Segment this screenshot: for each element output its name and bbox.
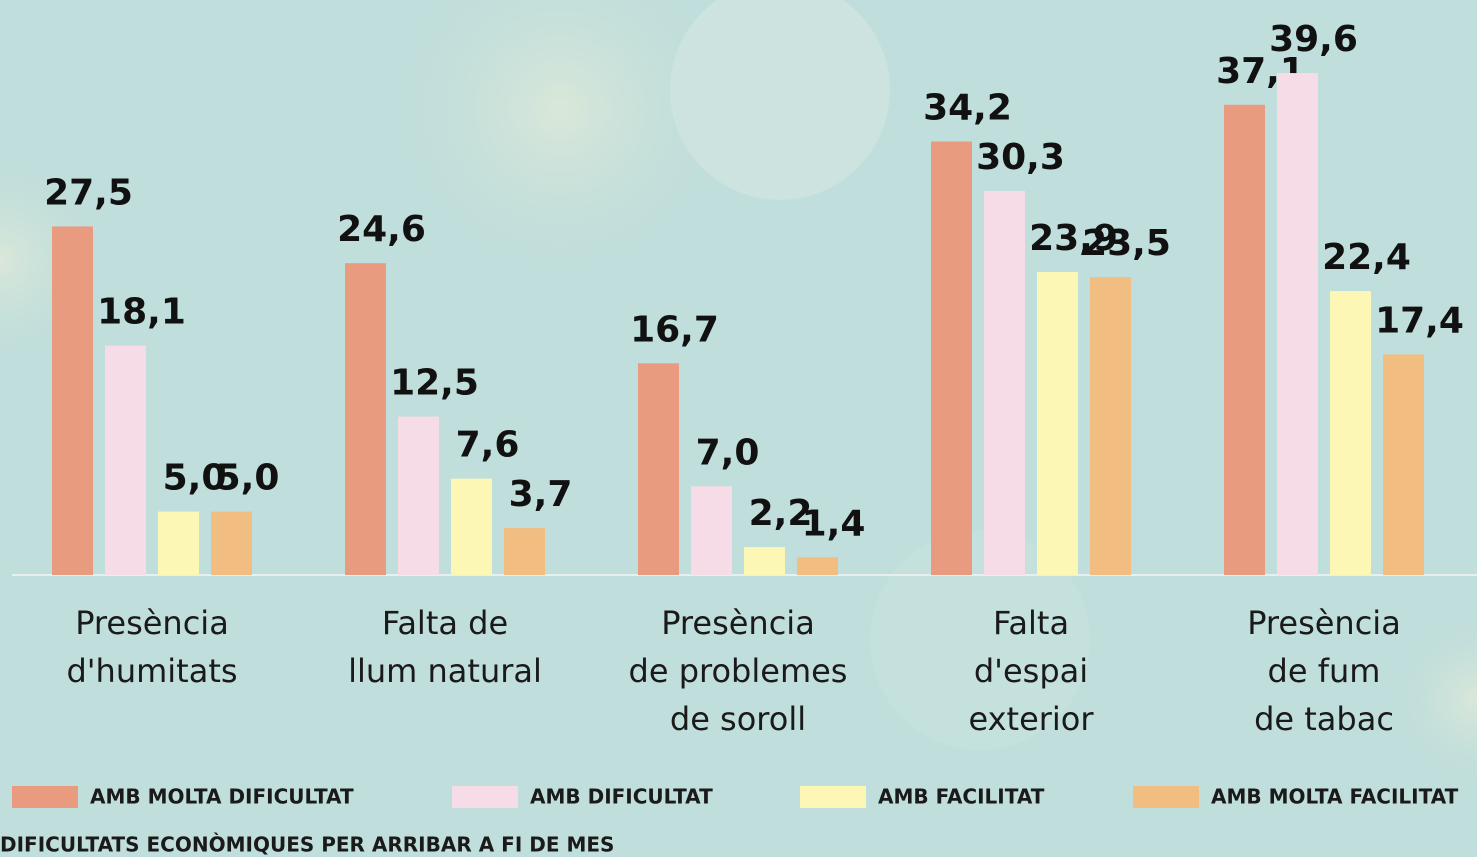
decor	[870, 530, 1090, 750]
x-tick-label: de problemes	[629, 652, 848, 690]
value-label: 39,6	[1269, 19, 1358, 60]
value-label: 22,4	[1322, 237, 1411, 278]
value-label: 2,2	[749, 493, 813, 534]
bar	[1090, 277, 1131, 575]
value-label: 7,0	[696, 432, 760, 473]
value-label: 3,7	[509, 474, 573, 515]
decor	[380, 0, 740, 290]
value-label: 27,5	[44, 172, 133, 213]
x-tick-label: exterior	[968, 700, 1094, 738]
legend-swatch	[452, 786, 518, 808]
x-tick-label: d'humitats	[66, 652, 237, 690]
x-tick-label: de fum	[1268, 652, 1381, 690]
x-tick-label: Falta de	[382, 604, 508, 642]
x-tick-label: Presència	[75, 604, 229, 642]
value-label: 7,6	[456, 425, 520, 466]
bar	[504, 528, 545, 575]
x-tick-label: d'espai	[974, 652, 1088, 690]
value-label: 30,3	[976, 137, 1065, 178]
value-label: 18,1	[97, 292, 186, 333]
x-tick-label: Falta	[993, 604, 1069, 642]
bar	[691, 486, 732, 575]
legend-title: DIFICULTATS ECONÒMIQUES PER ARRIBAR A FI…	[0, 833, 614, 857]
bar	[1037, 272, 1078, 575]
bar	[797, 557, 838, 575]
bar	[211, 511, 252, 575]
bar	[1224, 104, 1265, 575]
value-label: 5,0	[163, 458, 227, 499]
bar	[105, 345, 146, 575]
bar	[931, 141, 972, 575]
decor	[1387, 610, 1477, 790]
bar	[398, 416, 439, 575]
x-tick-label: de soroll	[670, 700, 806, 738]
value-label: 16,7	[630, 309, 719, 350]
legend-swatch	[12, 786, 78, 808]
value-label: 5,0	[216, 458, 280, 499]
value-label: 12,5	[390, 363, 479, 404]
bar	[52, 226, 93, 575]
bar	[1277, 73, 1318, 575]
legend-swatch	[800, 786, 866, 808]
decor	[670, 0, 890, 200]
bar	[984, 190, 1025, 575]
x-tick-label: Presència	[661, 604, 815, 642]
bar	[638, 363, 679, 575]
legend-label: AMB MOLTA FACILITAT	[1211, 785, 1459, 809]
legend-label: AMB MOLTA DIFICULTAT	[90, 785, 354, 809]
bar	[451, 478, 492, 575]
x-tick-label: de tabac	[1254, 700, 1394, 738]
bar	[158, 511, 199, 575]
value-label: 34,2	[923, 88, 1012, 129]
legend-label: AMB DIFICULTAT	[530, 785, 713, 809]
bar	[1383, 354, 1424, 575]
legend-label: AMB FACILITAT	[878, 785, 1045, 809]
legend-swatch	[1133, 786, 1199, 808]
value-label: 23,9	[1029, 218, 1118, 259]
bar	[345, 263, 386, 575]
bar	[744, 547, 785, 575]
value-label: 23,5	[1082, 223, 1171, 264]
bar	[1330, 291, 1371, 575]
x-tick-label: llum natural	[348, 652, 542, 690]
x-tick-label: Presència	[1247, 604, 1401, 642]
value-label: 17,4	[1375, 300, 1464, 341]
value-label: 1,4	[802, 503, 866, 544]
value-label: 24,6	[337, 209, 426, 250]
